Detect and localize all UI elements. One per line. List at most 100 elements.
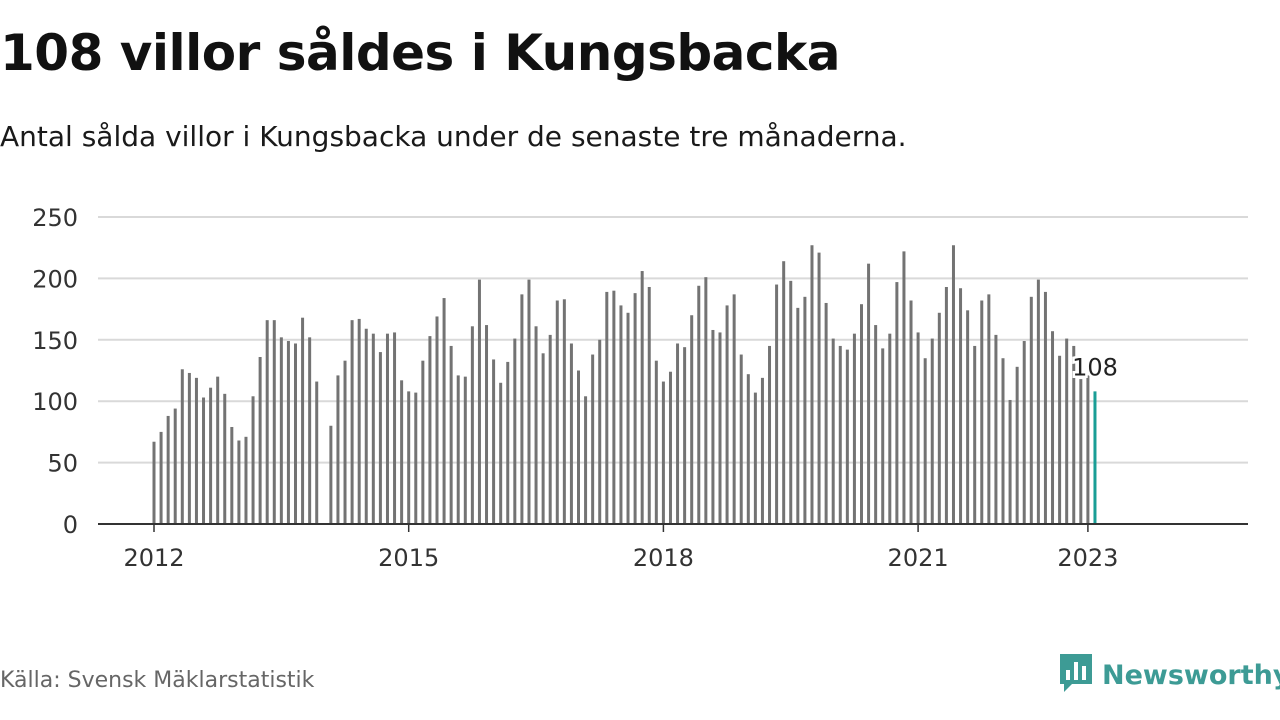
bar (187, 372, 191, 524)
bar (923, 358, 927, 524)
bar (527, 279, 531, 524)
bar (294, 343, 297, 524)
y-axis-ticks: 0 50 100 150 200 250 (32, 204, 78, 539)
bar (789, 280, 793, 524)
bar (343, 360, 347, 524)
bar (930, 338, 934, 524)
bar (1051, 331, 1055, 524)
bar (661, 381, 665, 524)
bar (1086, 375, 1090, 524)
bar (534, 326, 538, 524)
bar (393, 332, 397, 524)
bar (895, 282, 899, 524)
y-tick-label: 0 (63, 511, 78, 539)
x-tick-label: 2012 (123, 544, 184, 572)
bar (966, 310, 970, 524)
brand-logo[interactable]: Newsworthy (1058, 652, 1280, 698)
bar (194, 377, 198, 524)
bar (272, 320, 276, 524)
bar (470, 326, 474, 524)
data-labels: 108 (1070, 351, 1121, 384)
bar (308, 337, 312, 524)
x-axis-ticks: 2012 2015 2018 2021 2023 (123, 524, 1118, 572)
bar (364, 328, 368, 524)
bar (513, 338, 517, 524)
newsworthy-logo-icon (1058, 652, 1094, 698)
bar (874, 325, 878, 524)
bar (937, 312, 941, 524)
chart-subtitle: Antal sålda villor i Kungsbacka under de… (0, 120, 907, 153)
bar (803, 296, 807, 524)
bar (428, 336, 432, 524)
bar (951, 245, 955, 524)
bar (1029, 296, 1033, 524)
y-tick-label: 100 (32, 388, 78, 416)
bar (612, 290, 616, 524)
bar (647, 286, 651, 524)
bar (973, 345, 977, 524)
y-tick-label: 250 (32, 204, 78, 232)
bar (676, 343, 680, 524)
bar (852, 333, 856, 524)
bar (209, 387, 213, 524)
bar (831, 338, 835, 524)
bar (499, 382, 503, 524)
bar (506, 361, 510, 524)
bar (944, 286, 948, 524)
bar (598, 339, 602, 524)
bar (994, 334, 998, 524)
bar (463, 376, 467, 524)
bar (782, 261, 786, 524)
x-tick-label: 2015 (378, 544, 439, 572)
grid-lines (98, 216, 1248, 464)
bar (223, 393, 227, 524)
bar (1036, 279, 1040, 524)
bar (1015, 366, 1019, 524)
bar (279, 337, 283, 524)
bar (690, 315, 694, 524)
bar (810, 245, 814, 524)
bar (173, 408, 177, 524)
bar (760, 377, 764, 524)
bar (541, 353, 545, 524)
bar (959, 288, 963, 524)
bar (732, 294, 736, 524)
bar (1043, 291, 1047, 524)
bar (704, 277, 708, 524)
x-tick-label: 2021 (888, 544, 949, 572)
bar (881, 348, 885, 524)
bar (867, 263, 871, 524)
bar (555, 300, 559, 524)
bar (902, 251, 906, 524)
bar (202, 397, 206, 524)
bar (258, 356, 262, 524)
bar (152, 441, 156, 524)
bar (456, 375, 460, 524)
bar (385, 333, 389, 524)
bar (626, 312, 630, 524)
x-tick-label: 2023 (1057, 544, 1118, 572)
bar (159, 431, 163, 524)
bar (916, 332, 920, 524)
bar (845, 349, 849, 524)
x-tick-label: 2018 (633, 544, 694, 572)
y-tick-label: 150 (32, 327, 78, 355)
bar (633, 293, 637, 524)
bar (569, 343, 573, 524)
bar (237, 440, 241, 524)
bar (548, 334, 552, 524)
bar (435, 316, 439, 524)
source-note: Källa: Svensk Mäklarstatistik (0, 668, 315, 693)
bar (668, 371, 672, 524)
bar (180, 369, 184, 524)
bar (577, 370, 580, 524)
bar (449, 345, 453, 524)
bar (817, 252, 821, 524)
bar (746, 374, 750, 524)
bar (1072, 345, 1076, 524)
bar (485, 325, 489, 524)
bar (251, 396, 255, 524)
bar (378, 352, 382, 524)
bar (987, 294, 991, 524)
bars (152, 245, 1097, 524)
